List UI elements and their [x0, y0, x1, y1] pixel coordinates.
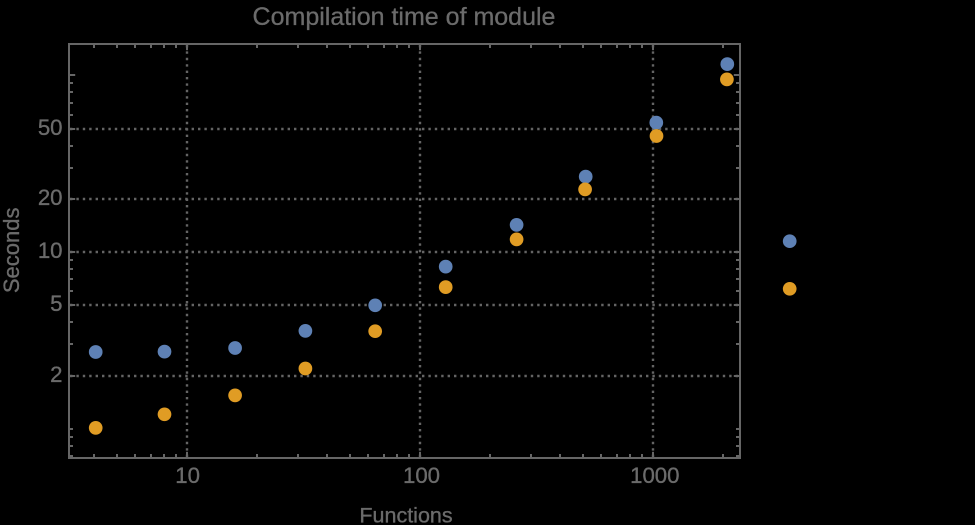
- svg-text:Compilation time of module: Compilation time of module: [253, 3, 556, 31]
- svg-text:10: 10: [38, 238, 63, 263]
- svg-text:5: 5: [50, 291, 62, 316]
- svg-text:10: 10: [175, 463, 200, 488]
- svg-text:100: 100: [403, 463, 440, 488]
- svg-text:Functions: Functions: [359, 504, 452, 525]
- svg-text:2: 2: [50, 362, 62, 387]
- svg-text:50: 50: [38, 115, 63, 140]
- svg-text:1000: 1000: [630, 463, 679, 488]
- svg-text:20: 20: [38, 185, 63, 210]
- svg-text:Seconds: Seconds: [0, 207, 24, 293]
